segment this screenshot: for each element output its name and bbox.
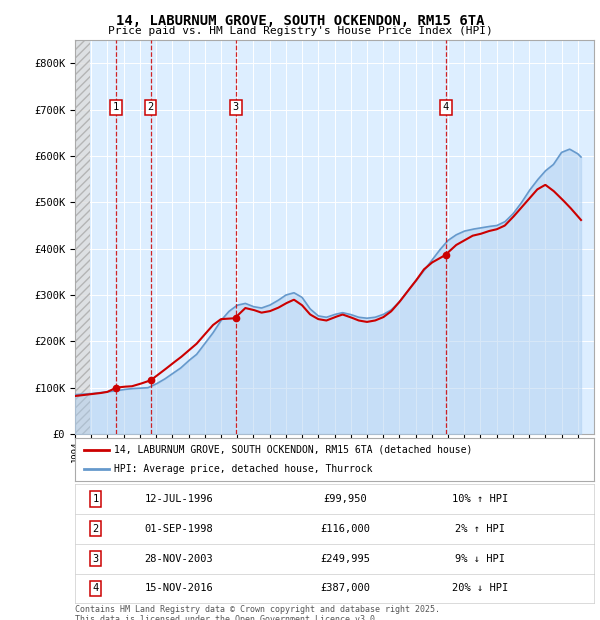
Text: 9% ↓ HPI: 9% ↓ HPI (455, 554, 505, 564)
Text: 3: 3 (92, 554, 99, 564)
Text: 2: 2 (92, 524, 99, 534)
Text: 4: 4 (443, 102, 449, 112)
Text: £99,950: £99,950 (323, 494, 367, 504)
Text: 14, LABURNUM GROVE, SOUTH OCKENDON, RM15 6TA: 14, LABURNUM GROVE, SOUTH OCKENDON, RM15… (116, 14, 484, 28)
Text: 1: 1 (92, 494, 99, 504)
Text: 12-JUL-1996: 12-JUL-1996 (145, 494, 213, 504)
Text: £116,000: £116,000 (320, 524, 370, 534)
Bar (75, 40, 89, 434)
Text: 14, LABURNUM GROVE, SOUTH OCKENDON, RM15 6TA (detached house): 14, LABURNUM GROVE, SOUTH OCKENDON, RM15… (114, 445, 472, 454)
Text: 3: 3 (233, 102, 239, 112)
Text: 1: 1 (113, 102, 119, 112)
Text: Price paid vs. HM Land Registry's House Price Index (HPI): Price paid vs. HM Land Registry's House … (107, 26, 493, 36)
Text: £249,995: £249,995 (320, 554, 370, 564)
Text: £387,000: £387,000 (320, 583, 370, 593)
Text: 28-NOV-2003: 28-NOV-2003 (145, 554, 213, 564)
Text: 2: 2 (148, 102, 154, 112)
Text: HPI: Average price, detached house, Thurrock: HPI: Average price, detached house, Thur… (114, 464, 373, 474)
Text: Contains HM Land Registry data © Crown copyright and database right 2025.
This d: Contains HM Land Registry data © Crown c… (75, 604, 440, 620)
Text: 20% ↓ HPI: 20% ↓ HPI (452, 583, 508, 593)
Text: 01-SEP-1998: 01-SEP-1998 (145, 524, 213, 534)
Text: 4: 4 (92, 583, 99, 593)
Text: 15-NOV-2016: 15-NOV-2016 (145, 583, 213, 593)
Text: 2% ↑ HPI: 2% ↑ HPI (455, 524, 505, 534)
Text: 10% ↑ HPI: 10% ↑ HPI (452, 494, 508, 504)
